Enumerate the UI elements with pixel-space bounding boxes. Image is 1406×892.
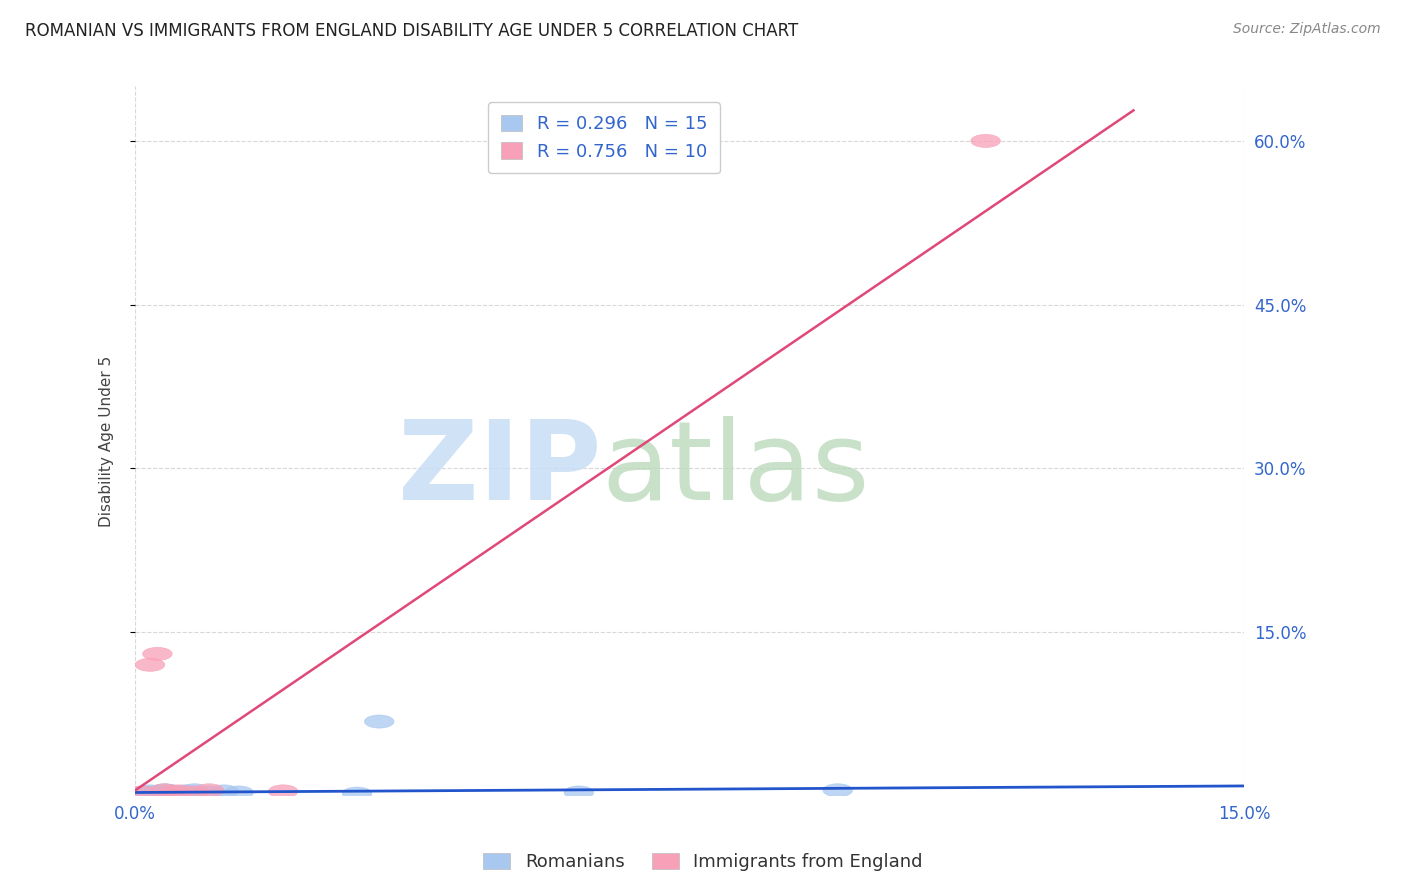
Ellipse shape	[165, 786, 194, 799]
Ellipse shape	[128, 786, 157, 799]
Text: ROMANIAN VS IMMIGRANTS FROM ENGLAND DISABILITY AGE UNDER 5 CORRELATION CHART: ROMANIAN VS IMMIGRANTS FROM ENGLAND DISA…	[25, 22, 799, 40]
Ellipse shape	[209, 785, 239, 798]
Legend: R = 0.296   N = 15, R = 0.756   N = 10: R = 0.296 N = 15, R = 0.756 N = 10	[488, 103, 720, 173]
Ellipse shape	[157, 785, 187, 798]
Ellipse shape	[180, 784, 209, 797]
Text: ZIP: ZIP	[398, 416, 602, 523]
Ellipse shape	[135, 785, 165, 798]
Ellipse shape	[150, 784, 180, 797]
Ellipse shape	[150, 784, 180, 797]
Ellipse shape	[823, 784, 852, 797]
Ellipse shape	[342, 787, 371, 800]
Ellipse shape	[142, 648, 172, 660]
Ellipse shape	[194, 786, 224, 799]
Ellipse shape	[224, 786, 253, 799]
Ellipse shape	[564, 786, 593, 799]
Text: Source: ZipAtlas.com: Source: ZipAtlas.com	[1233, 22, 1381, 37]
Ellipse shape	[269, 785, 298, 798]
Text: atlas: atlas	[602, 416, 869, 523]
Ellipse shape	[364, 715, 394, 728]
Ellipse shape	[194, 784, 224, 797]
Ellipse shape	[128, 786, 157, 799]
Ellipse shape	[165, 785, 194, 798]
Ellipse shape	[157, 786, 187, 799]
Ellipse shape	[970, 135, 1001, 147]
Ellipse shape	[135, 658, 165, 672]
Y-axis label: Disability Age Under 5: Disability Age Under 5	[100, 355, 114, 526]
Ellipse shape	[180, 786, 209, 799]
Legend: Romanians, Immigrants from England: Romanians, Immigrants from England	[477, 846, 929, 879]
Ellipse shape	[142, 786, 172, 799]
Ellipse shape	[172, 785, 201, 798]
